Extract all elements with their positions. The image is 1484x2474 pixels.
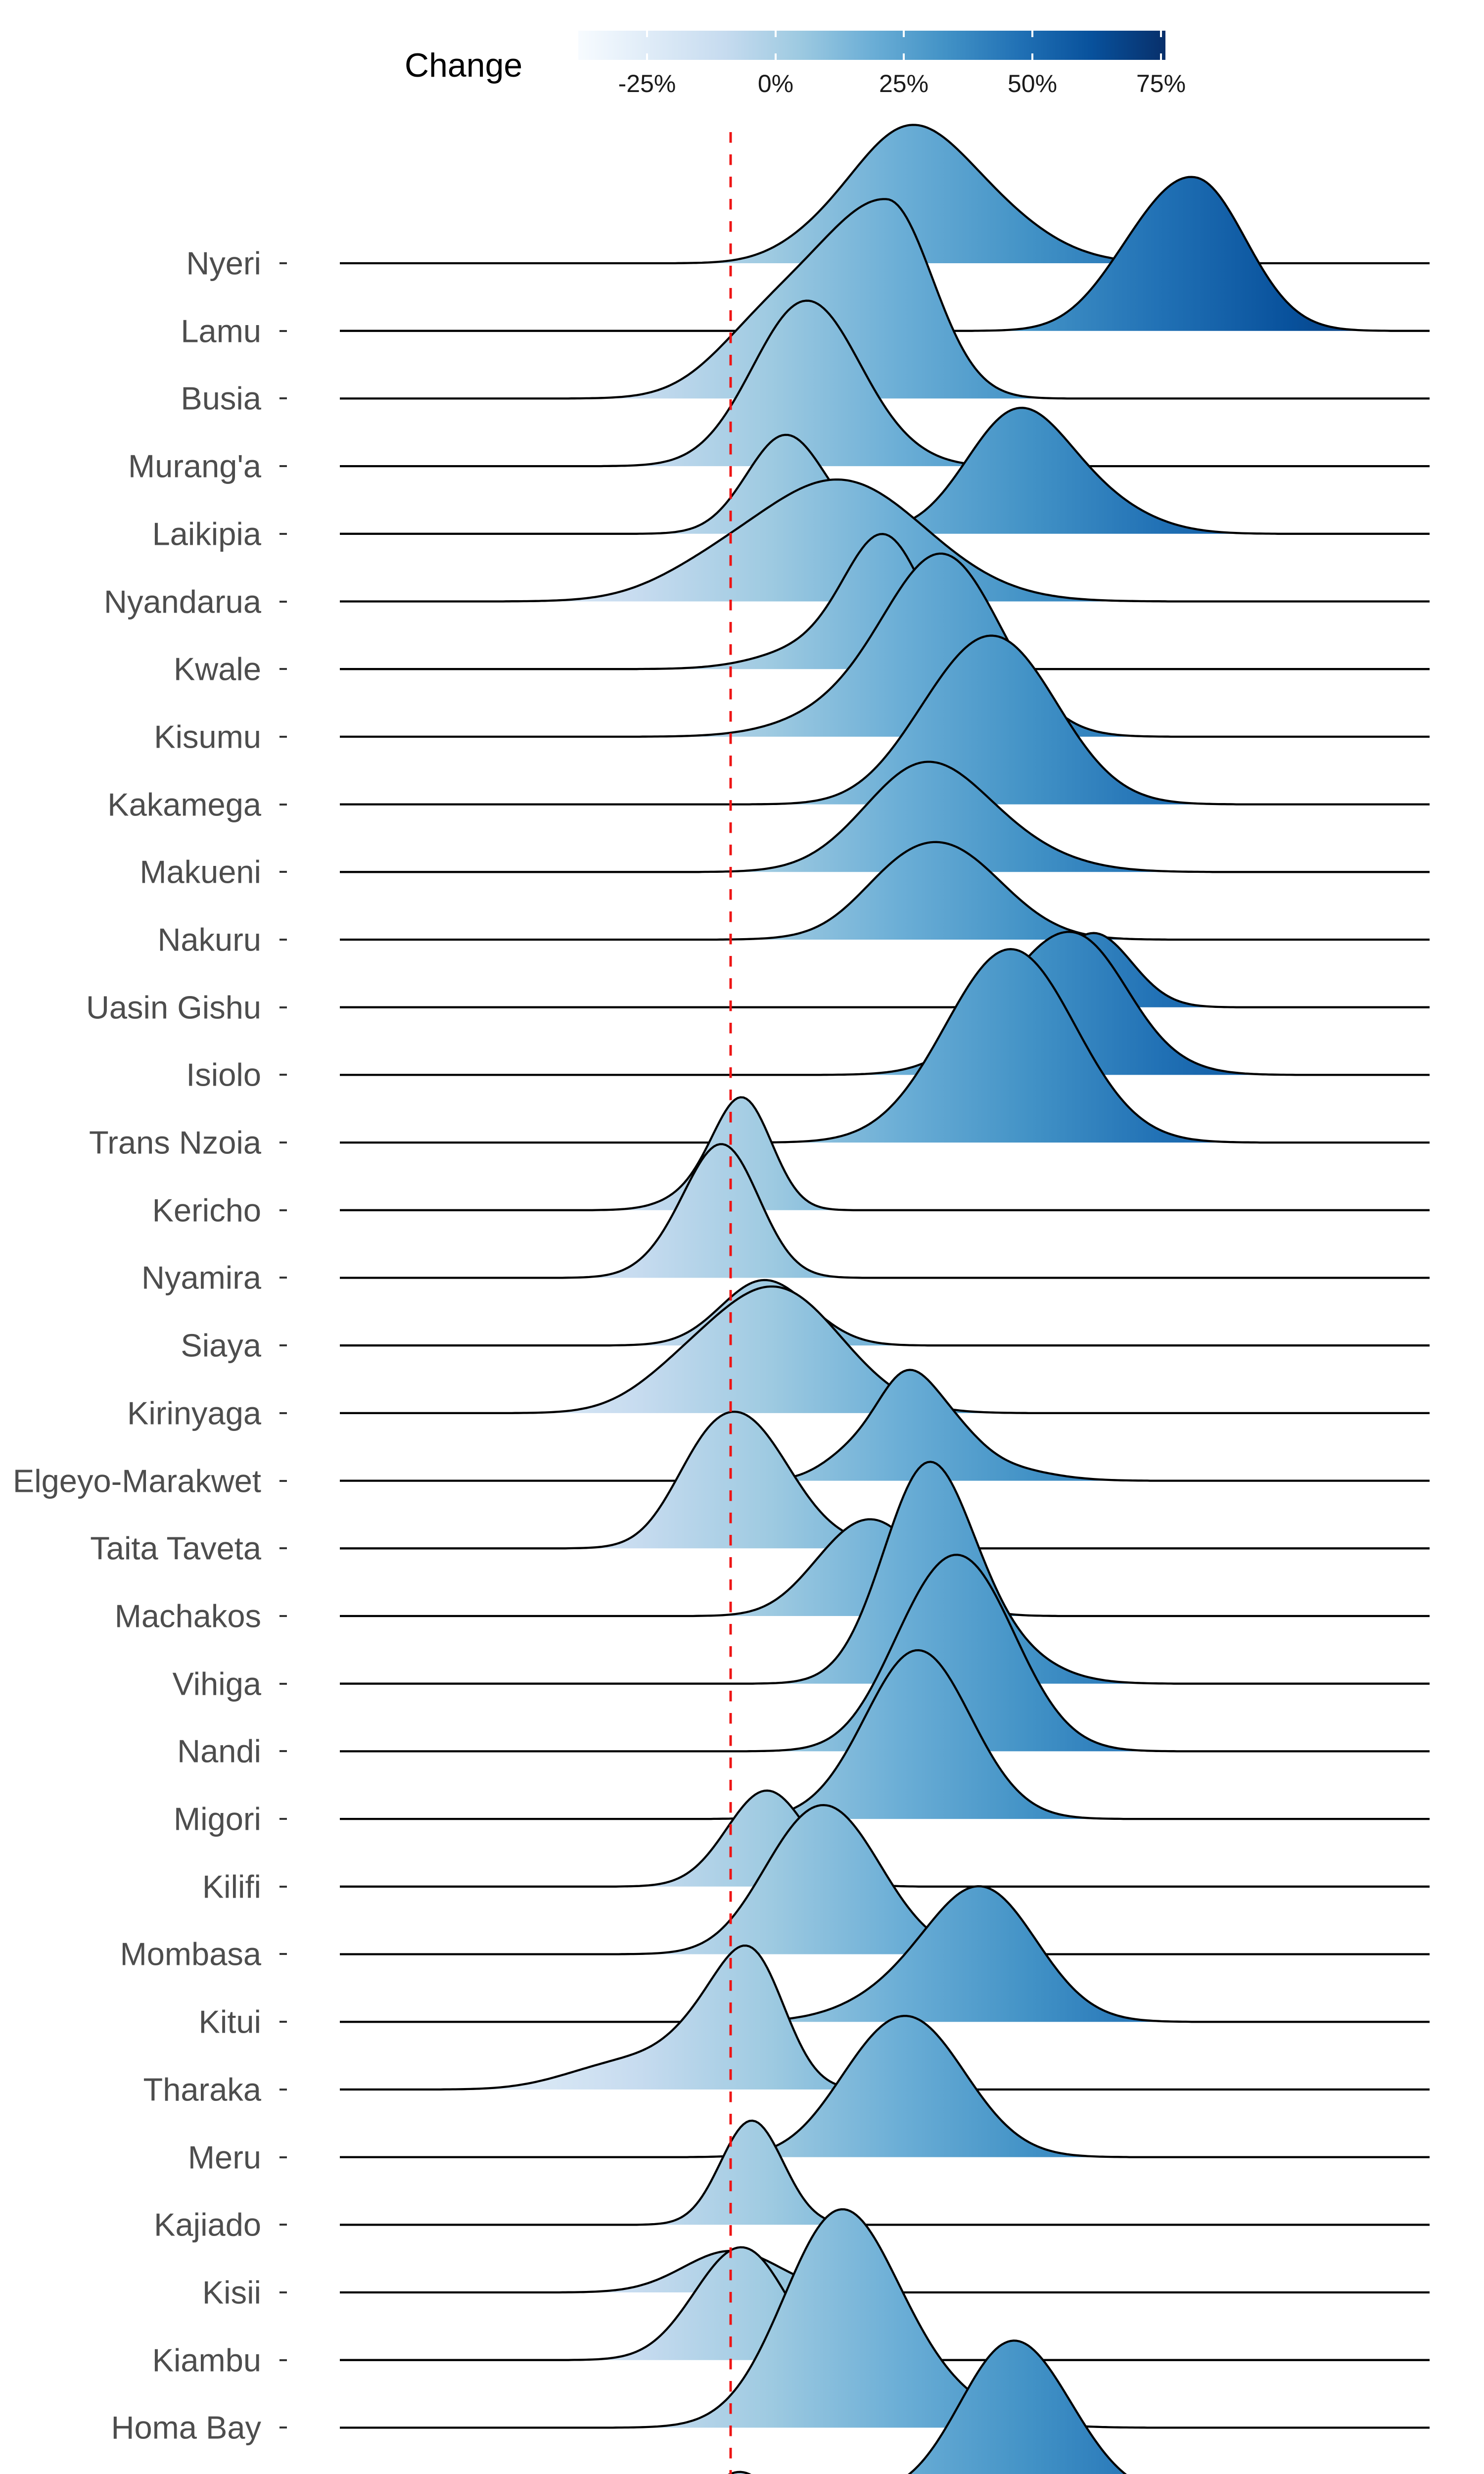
svg-text:Kisumu: Kisumu (154, 719, 261, 755)
svg-text:Homa Bay: Homa Bay (111, 2410, 262, 2446)
svg-text:Kitui: Kitui (199, 2004, 261, 2040)
svg-text:Trans Nzoia: Trans Nzoia (89, 1125, 262, 1161)
svg-text:Kiambu: Kiambu (152, 2342, 261, 2379)
svg-text:Nyamira: Nyamira (141, 1260, 262, 1296)
svg-text:Kirinyaga: Kirinyaga (127, 1395, 262, 1431)
svg-text:75%: 75% (1136, 70, 1186, 97)
svg-text:Vihiga: Vihiga (172, 1666, 261, 1702)
svg-text:25%: 25% (879, 70, 928, 97)
svg-text:-25%: -25% (618, 70, 676, 97)
svg-text:50%: 50% (1008, 70, 1057, 97)
svg-text:Migori: Migori (174, 1801, 261, 1837)
svg-text:Busia: Busia (181, 381, 261, 417)
svg-text:Mombasa: Mombasa (120, 1936, 262, 1972)
svg-text:Lamu: Lamu (181, 313, 261, 349)
svg-text:Uasin Gishu: Uasin Gishu (86, 990, 261, 1026)
svg-text:Nandi: Nandi (177, 1733, 261, 1769)
svg-text:Kericho: Kericho (152, 1192, 261, 1229)
svg-text:Laikipia: Laikipia (152, 516, 262, 552)
svg-text:Nakuru: Nakuru (157, 922, 261, 958)
svg-text:Elgeyo-Marakwet: Elgeyo-Marakwet (13, 1463, 261, 1499)
svg-text:Change: Change (405, 47, 522, 84)
svg-text:Isiolo: Isiolo (186, 1057, 261, 1093)
svg-text:Nyeri: Nyeri (186, 245, 261, 282)
svg-text:Makueni: Makueni (139, 854, 261, 890)
svg-text:Meru: Meru (188, 2140, 261, 2176)
svg-text:Taita Taveta: Taita Taveta (90, 1530, 262, 1567)
svg-text:Kwale: Kwale (174, 651, 261, 687)
svg-text:Kakamega: Kakamega (107, 787, 262, 823)
svg-text:Machakos: Machakos (115, 1598, 261, 1634)
svg-text:Kisii: Kisii (202, 2275, 261, 2311)
svg-text:Murang'a: Murang'a (128, 448, 262, 484)
svg-text:Kilifi: Kilifi (202, 1869, 261, 1905)
svg-text:Siaya: Siaya (181, 1328, 261, 1364)
svg-text:0%: 0% (758, 70, 793, 97)
svg-text:Kajiado: Kajiado (154, 2207, 261, 2243)
svg-text:Nyandarua: Nyandarua (104, 584, 262, 620)
svg-text:Tharaka: Tharaka (143, 2072, 262, 2108)
